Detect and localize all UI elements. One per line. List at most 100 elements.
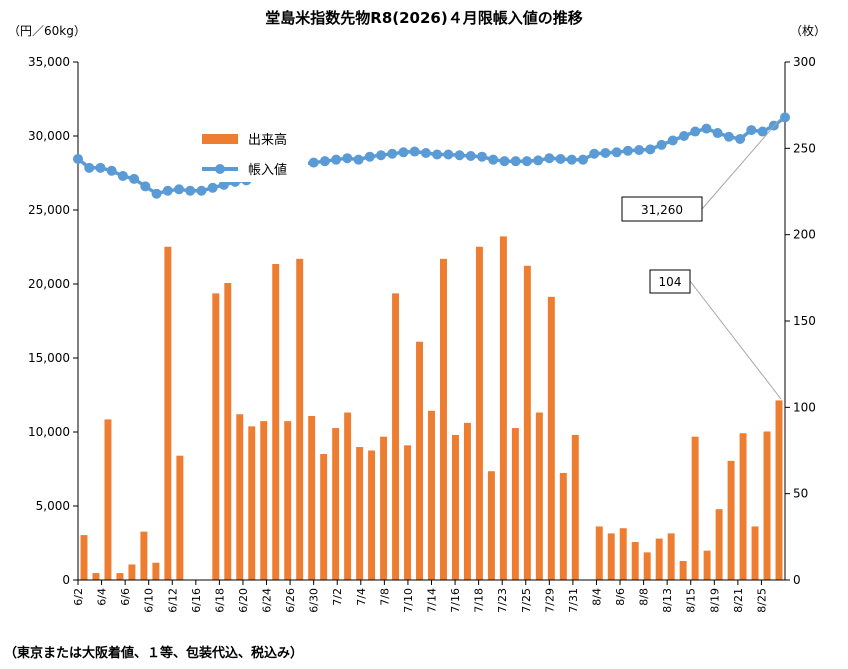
- left-axis-unit: （円／60kg）: [8, 24, 86, 38]
- settlement-point: [196, 185, 207, 196]
- settlement-point: [151, 188, 162, 199]
- volume-bar: [499, 236, 507, 581]
- volume-bar: [667, 533, 675, 580]
- volume-bar: [655, 538, 663, 580]
- callout-settlement-label: 31,260: [641, 203, 683, 217]
- volume-bar: [356, 447, 364, 580]
- right-tick-label: 0: [793, 573, 801, 587]
- settlement-point: [634, 145, 645, 156]
- settlement-point: [443, 149, 454, 160]
- settlement-point: [331, 154, 342, 165]
- x-tick-label: 6/4: [96, 588, 109, 606]
- volume-bar: [547, 296, 555, 580]
- volume-bar: [523, 265, 531, 580]
- x-tick-label: 7/4: [355, 588, 368, 606]
- volume-bar: [176, 455, 184, 580]
- volume-bar: [463, 422, 471, 580]
- volume-bar: [164, 246, 172, 580]
- settlement-point: [477, 151, 487, 162]
- volume-bar: [128, 564, 136, 580]
- legend-box: [192, 124, 308, 182]
- x-tick-label: 6/6: [119, 588, 132, 606]
- settlement-point: [432, 149, 443, 160]
- x-tick-label: 8/8: [638, 588, 651, 606]
- settlement-point: [555, 153, 566, 164]
- volume-bar: [535, 412, 543, 580]
- volume-bar: [475, 246, 483, 580]
- x-tick-label: 6/16: [190, 588, 203, 613]
- callout-volume-leader: [689, 280, 782, 400]
- settlement-point: [746, 125, 757, 136]
- volume-bar: [236, 414, 244, 580]
- right-tick-label: 300: [793, 55, 816, 69]
- volume-bar: [619, 528, 627, 580]
- left-tick-label: 0: [62, 573, 70, 587]
- settlement-point: [780, 112, 790, 123]
- settlement-line: [73, 112, 790, 199]
- callouts: 31,260 104: [621, 117, 782, 400]
- volume-bar: [404, 445, 412, 580]
- volume-bar: [104, 419, 112, 580]
- volume-bar: [775, 400, 783, 580]
- volume-bar: [296, 258, 304, 580]
- x-tick-label: 6/30: [308, 588, 321, 613]
- x-tick-label: 8/4: [591, 588, 604, 606]
- callout-settlement-leader: [701, 117, 782, 210]
- right-tick-label: 250: [793, 141, 816, 155]
- x-tick-label: 8/19: [708, 588, 721, 613]
- x-axis: 6/2 6/4 6/6 6/10 6/12 6/16 6/18 6/20 6/24 6/26 6/3…: [72, 579, 785, 613]
- volume-bar: [284, 421, 292, 580]
- legend-settlement-label: 帳入値: [248, 162, 287, 178]
- legend: 出来高 帳入値: [192, 124, 308, 182]
- settlement-point: [499, 156, 510, 167]
- left-tick-label: 10,000: [28, 425, 70, 439]
- settlement-point: [174, 184, 184, 195]
- settlement-point: [589, 148, 600, 159]
- chart-title: 堂島米指数先物R8(2026)４月限帳入値の推移: [265, 9, 582, 27]
- settlement-point: [735, 133, 746, 144]
- left-axis: 0 5,000 10,000 15,000 20,000 25,000 30,000 35,0…: [28, 55, 79, 587]
- x-tick-label: 8/6: [614, 588, 627, 606]
- settlement-point: [656, 139, 667, 150]
- settlement-point: [611, 147, 622, 158]
- volume-bar: [607, 533, 615, 580]
- x-tick-label: 6/10: [143, 588, 156, 613]
- volume-bar: [272, 264, 280, 580]
- callout-settlement-box: [621, 196, 703, 222]
- volume-bar: [428, 410, 435, 580]
- settlement-point: [364, 151, 375, 162]
- x-tick-label: 7/16: [449, 588, 462, 613]
- volume-bar: [487, 471, 495, 580]
- settlement-point: [712, 128, 723, 139]
- volume-bar: [571, 434, 579, 580]
- volume-bar: [392, 293, 400, 580]
- left-tick-label: 25,000: [28, 203, 70, 217]
- x-tick-label: 7/29: [543, 588, 556, 613]
- settlement-point: [679, 131, 689, 141]
- settlement-point: [398, 147, 409, 158]
- legend-volume-label: 出来高: [248, 132, 287, 148]
- volume-bar: [368, 450, 376, 580]
- settlement-point: [701, 123, 712, 134]
- volume-bar: [440, 258, 447, 580]
- x-tick-label: 8/13: [661, 588, 674, 613]
- volume-bar: [703, 550, 711, 580]
- x-tick-label: 6/20: [237, 588, 250, 613]
- volume-bar: [116, 573, 124, 580]
- volume-bars: [80, 236, 783, 581]
- right-tick-label: 50: [793, 487, 808, 501]
- volume-bar: [715, 509, 723, 580]
- settlement-point: [140, 181, 151, 192]
- volume-bar: [320, 453, 328, 580]
- left-tick-label: 30,000: [28, 129, 70, 143]
- volume-bar: [248, 426, 256, 580]
- settlement-point: [129, 173, 140, 184]
- x-tick-label: 6/12: [166, 588, 179, 613]
- volume-bar: [727, 460, 735, 580]
- volume-bar: [679, 561, 687, 580]
- settlement-point: [207, 182, 218, 193]
- settlement-point: [521, 156, 532, 167]
- settlement-point: [319, 156, 330, 167]
- settlement-point: [353, 154, 364, 165]
